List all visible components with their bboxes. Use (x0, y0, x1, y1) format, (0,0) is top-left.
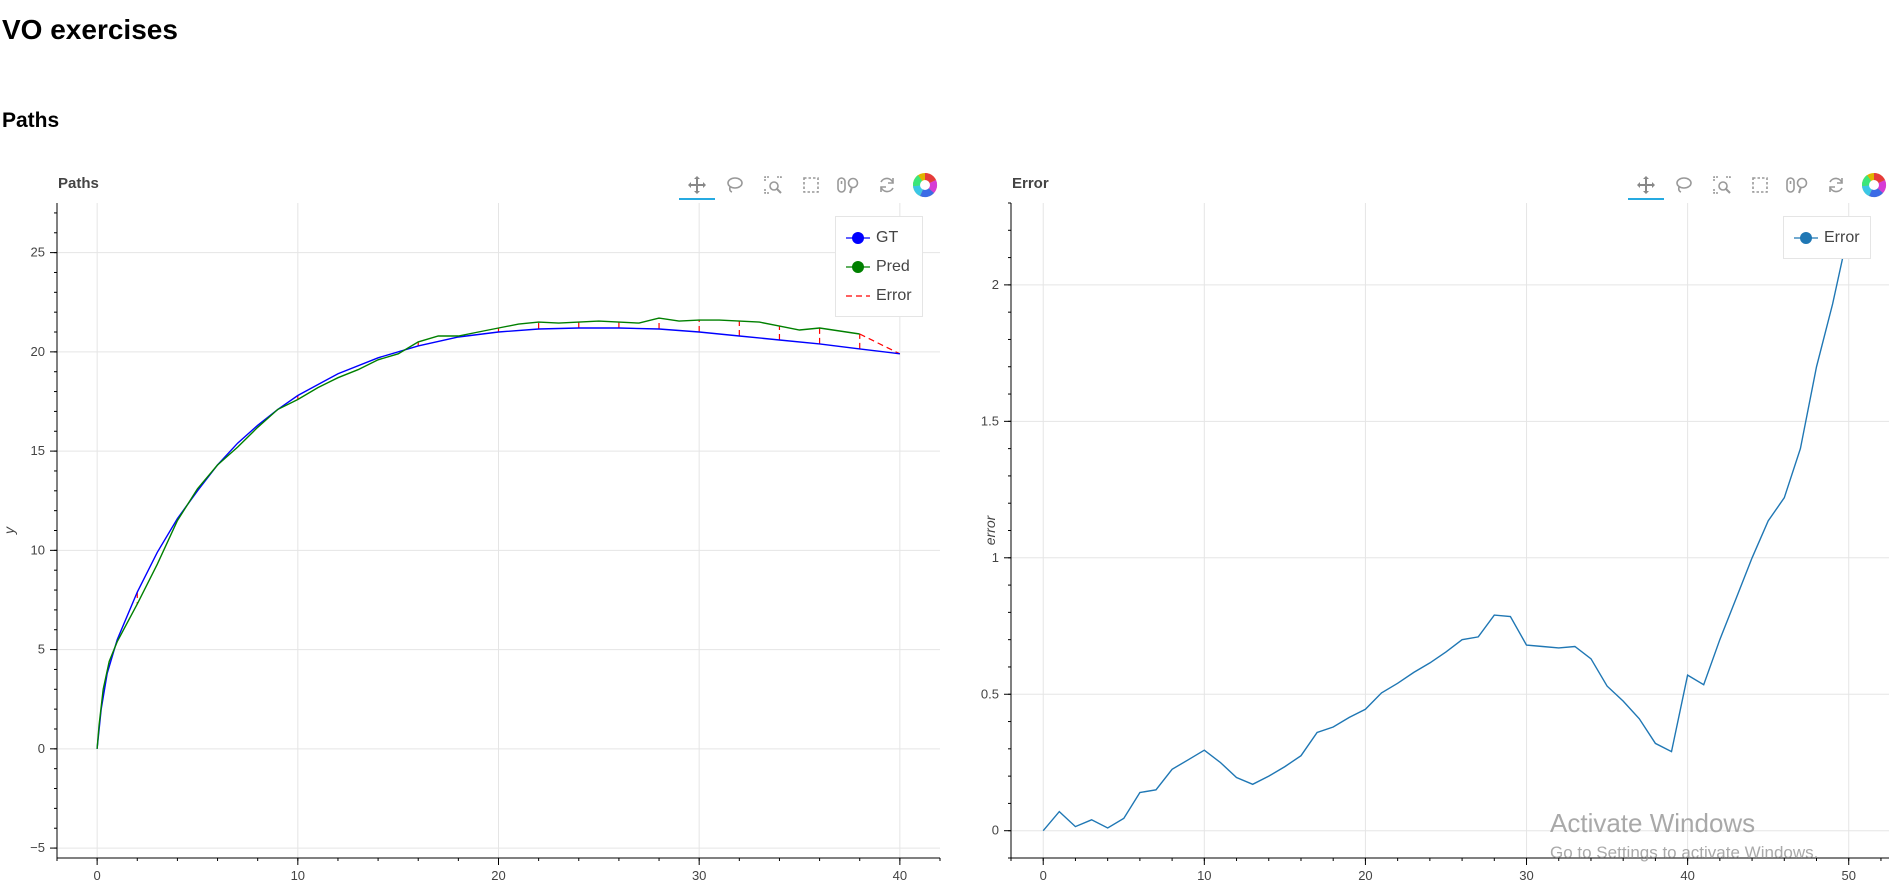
reset-icon[interactable] (868, 170, 906, 200)
error-toolbar (1627, 169, 1893, 201)
error-chart[interactable]: 0 10 20 30 40 50 0 0.5 1 1.5 2 error (950, 165, 1894, 893)
activate-windows-subtext: Go to Settings to activate Windows. (1550, 843, 1819, 862)
error-plot-title: Error (1012, 175, 1049, 192)
legend-label-error: Error (876, 286, 912, 304)
box-zoom-icon[interactable] (1703, 170, 1741, 200)
x-tick-label: 0 (1040, 868, 1047, 883)
x-tick-label: 0 (94, 868, 101, 883)
y-tick-label: 1 (992, 550, 999, 565)
error-segment (859, 333, 901, 355)
box-select-icon[interactable] (1741, 170, 1779, 200)
y-axis-label: error (982, 514, 998, 545)
x-tick-label: 40 (1680, 868, 1694, 883)
y-tick-label: 0 (992, 823, 999, 838)
page-title: VO exercises (2, 14, 178, 45)
error-legend-icon (846, 294, 870, 297)
x-tick-label: 10 (1197, 868, 1211, 883)
series-line-pred (96, 317, 860, 749)
x-tick-label: 10 (291, 868, 305, 883)
error-series-legend-icon (1794, 231, 1818, 244)
box-zoom-icon[interactable] (754, 170, 792, 200)
pred-legend-icon (846, 260, 870, 273)
y-axis-label: y (1, 526, 17, 535)
series-line-gt (96, 327, 900, 749)
wheel-zoom-icon[interactable] (1779, 170, 1817, 200)
activate-windows-watermark: Activate Windows (1550, 808, 1756, 838)
paths-toolbar (678, 169, 944, 201)
y-tick-label: 20 (31, 344, 45, 359)
y-tick-label: 5 (38, 642, 45, 657)
y-tick-label: 15 (31, 443, 45, 458)
reset-icon[interactable] (1817, 170, 1855, 200)
y-tick-label: 2 (992, 277, 999, 292)
legend-item-error-series: Error (1794, 223, 1860, 252)
legend-item-pred: Pred (846, 252, 912, 281)
y-tick-label: −5 (30, 840, 45, 855)
x-tick-label: 20 (1358, 868, 1372, 883)
y-tick-label: 1.5 (981, 413, 999, 428)
legend-label-error-series: Error (1824, 228, 1860, 246)
x-tick-label: 20 (491, 868, 505, 883)
section-title: Paths (2, 109, 60, 132)
paths-plot[interactable]: Paths (0, 165, 945, 893)
x-tick-label: 30 (692, 868, 706, 883)
paths-legend: GT Pred Error (835, 216, 923, 317)
y-tick-label: 25 (31, 245, 45, 260)
y-tick-label: 10 (31, 542, 45, 557)
bokeh-logo-icon[interactable] (906, 170, 944, 200)
x-tick-label: 50 (1841, 868, 1855, 883)
legend-item-gt: GT (846, 223, 912, 252)
box-select-icon[interactable] (792, 170, 830, 200)
lasso-select-icon[interactable] (1665, 170, 1703, 200)
bokeh-logo-icon[interactable] (1855, 170, 1893, 200)
gt-legend-icon (846, 231, 870, 244)
paths-plot-title: Paths (58, 175, 99, 192)
x-tick-label: 30 (1519, 868, 1533, 883)
pan-icon[interactable] (678, 170, 716, 200)
x-tick-label: 40 (893, 868, 907, 883)
legend-item-error: Error (846, 281, 912, 310)
legend-label-gt: GT (876, 228, 899, 246)
series-line-error (1042, 230, 1850, 832)
pan-icon[interactable] (1627, 170, 1665, 200)
y-tick-label: 0 (38, 741, 45, 756)
legend-label-pred: Pred (876, 257, 910, 275)
error-legend: Error (1783, 216, 1871, 259)
y-tick-label: 0.5 (981, 686, 999, 701)
paths-chart[interactable]: 0 10 20 30 40 −5 0 5 10 15 20 25 y (0, 165, 945, 893)
error-plot[interactable]: Error (950, 165, 1894, 893)
wheel-zoom-icon[interactable] (830, 170, 868, 200)
lasso-select-icon[interactable] (716, 170, 754, 200)
